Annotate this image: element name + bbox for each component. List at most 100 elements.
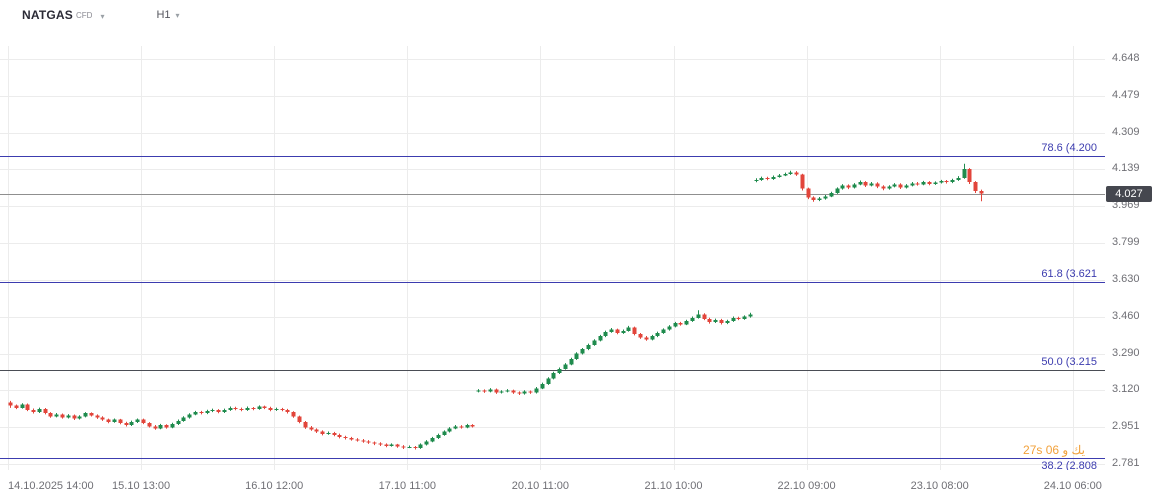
price-axis-label: 3.969 [1112,199,1140,212]
candle [95,415,100,418]
candle [37,408,42,413]
candle [349,438,354,440]
candle [366,441,371,443]
price-axis-label: 4.479 [1112,88,1140,101]
candle [176,420,181,425]
candle [650,336,655,340]
candle [326,432,331,434]
instrument-selector[interactable]: NATGAS CFD ▾ [22,8,104,22]
candle [759,177,764,181]
candle [245,407,250,410]
candle [395,444,400,447]
candle [77,416,82,419]
chart-plot-area[interactable]: 78.6 (4.200 61.8 (3.621 50.0 (3.215 38.2 (2… [0,0,1105,472]
candle [887,186,892,189]
candle [800,174,805,189]
candle [297,416,302,422]
price-axis-label: 3.799 [1112,236,1140,249]
candle [944,181,949,183]
candle [239,408,244,410]
time-axis-label: 21.10 10:00 [644,480,703,492]
candle [257,406,262,409]
candle [598,336,603,341]
candle [719,319,724,324]
fib-label-50.0: 50.0 (3.215 [1041,355,1097,368]
fib-label-78.6: 78.6 (4.200 [1041,141,1097,154]
candle [626,327,631,331]
candle [31,409,36,413]
candle [332,432,337,435]
price-axis[interactable]: 4.027 4.648 4.479 4.309 4.139 3.969 3.799 3.63… [1105,0,1170,470]
timeframe-label: H1 [156,9,171,21]
candle [777,175,782,177]
candle [846,185,851,188]
candle [413,446,418,448]
candle [83,413,88,417]
candle [979,190,984,194]
candle [534,388,539,393]
candle [725,321,730,324]
candle [424,441,429,445]
candle [736,317,741,319]
candle [285,409,290,413]
candle [892,184,897,187]
candle [181,417,186,421]
candle [251,407,256,409]
price-axis-label: 3.290 [1112,346,1140,359]
candle [632,327,637,335]
candle [783,173,788,176]
candle [118,419,123,424]
candle [72,415,77,419]
candle [615,329,620,333]
current-price-badge: 4.027 [1106,185,1152,202]
candle [14,405,19,408]
candle [754,180,759,182]
candle [436,434,441,439]
candle [262,406,267,408]
candlestick-canvas[interactable] [0,0,1105,470]
candle [806,188,811,198]
price-axis-label: 4.139 [1112,162,1140,175]
candle [25,404,30,410]
candle [898,184,903,188]
time-axis[interactable]: 14.10.2025 14:00 15.10 13:00 16.10 12:00 17… [0,470,1105,499]
candle [551,373,556,379]
candle [164,425,169,428]
candle [8,402,13,406]
candle [973,182,978,191]
candle [684,321,689,325]
candle [135,419,140,422]
time-axis-label: 14.10.2025 14:00 [8,480,94,492]
candle [609,329,614,332]
candle [320,431,325,434]
candle [465,425,470,428]
candle [401,446,406,448]
instrument-symbol: NATGAS [22,8,73,22]
candle [418,444,423,448]
candle [459,426,464,428]
candle [100,417,105,420]
price-axis-label: 3.120 [1112,383,1140,396]
time-axis-label: 23.10 08:00 [910,480,969,492]
candle [956,177,961,181]
candle [910,183,915,186]
candle [858,182,863,185]
candle [476,390,481,392]
candle [494,389,499,393]
candle [228,407,233,410]
candle [355,439,360,441]
candle [748,314,753,317]
instrument-type-label: CFD [75,11,93,20]
time-axis-label: 20.10 11:00 [511,480,570,492]
candle [933,182,938,184]
candle [488,389,493,392]
time-axis-label: 24.10 06:00 [1043,480,1102,492]
candle [124,423,129,426]
candle [569,359,574,365]
watermark: 27s يك و 06 [1023,443,1085,457]
candle [482,390,487,392]
candle [586,344,591,350]
candle [447,428,452,432]
timeframe-selector[interactable]: H1 ▾ [156,9,179,21]
